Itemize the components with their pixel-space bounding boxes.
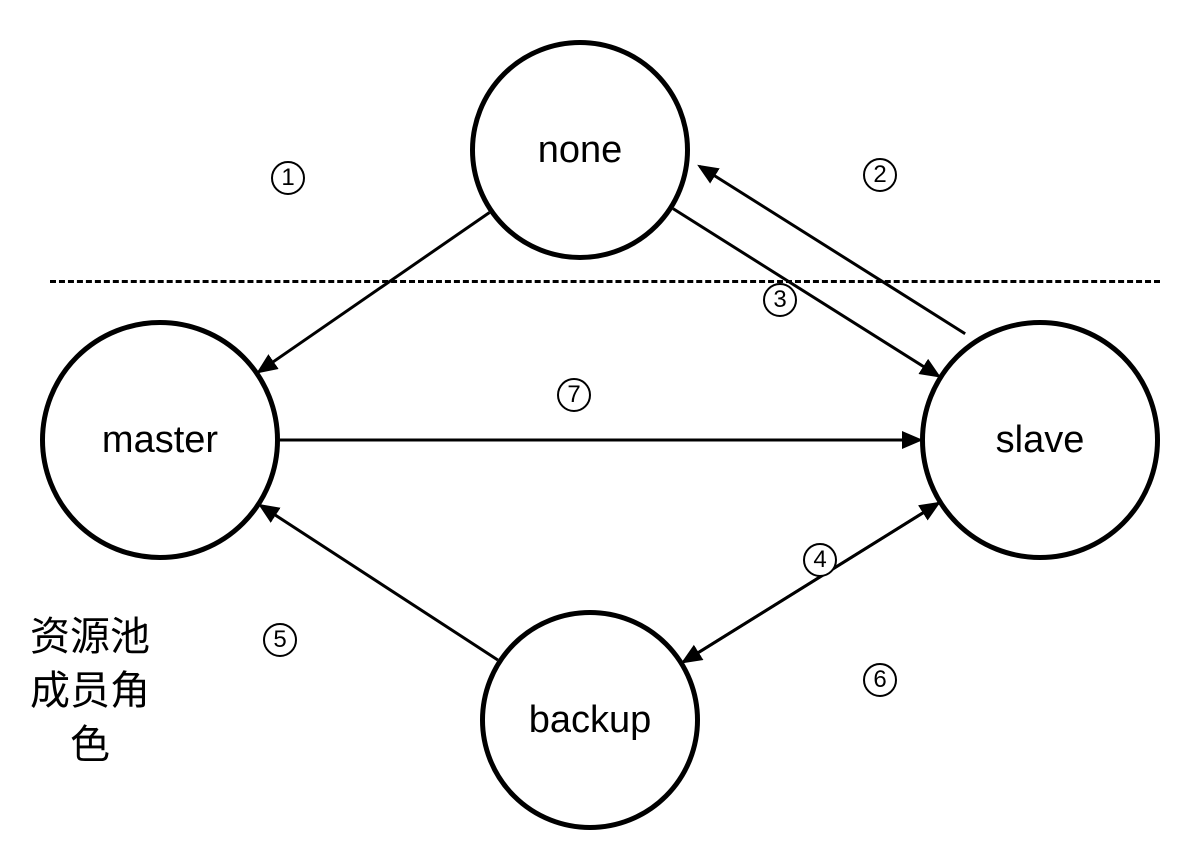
edge-label-1: 1	[271, 161, 305, 195]
edge-label-4: 4	[803, 543, 837, 577]
caption-text: 资源池 成员角 色	[30, 610, 150, 772]
node-slave: slave	[920, 320, 1160, 560]
edge-3	[700, 166, 965, 333]
node-backup: backup	[480, 610, 700, 830]
node-slave-label: slave	[996, 419, 1085, 462]
edge-label-2: 2	[863, 158, 897, 192]
node-none: none	[470, 40, 690, 260]
edge-label-6: 6	[863, 663, 897, 697]
edge-4	[683, 503, 938, 661]
edge-label-3: 3	[763, 283, 797, 317]
node-backup-label: backup	[529, 699, 652, 742]
node-master: master	[40, 320, 280, 560]
edge-2	[673, 209, 938, 376]
node-master-label: master	[102, 419, 218, 462]
edge-label-7: 7	[557, 378, 591, 412]
edge-1	[259, 213, 490, 372]
node-none-label: none	[538, 129, 623, 172]
dashed-divider	[50, 280, 1160, 283]
edge-6	[683, 503, 938, 661]
diagram-canvas: none master slave backup 资源池 成员角 色 1 2 3 7 4…	[0, 0, 1204, 850]
edge-label-5: 5	[263, 623, 297, 657]
